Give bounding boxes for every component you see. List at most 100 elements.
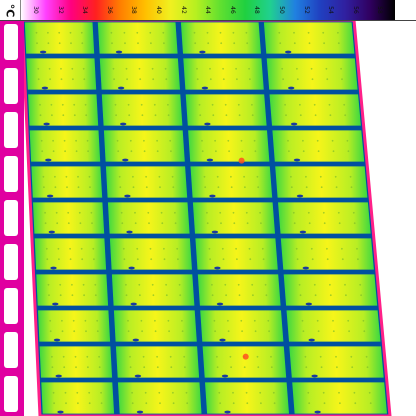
- contact-dot: [245, 211, 248, 214]
- contact-dot: [288, 150, 290, 153]
- contact-dot: [60, 78, 63, 81]
- contact-dot: [323, 42, 325, 45]
- mounting-spot: [126, 230, 133, 234]
- contact-dot: [237, 283, 240, 286]
- contact-dot: [172, 186, 175, 189]
- contact-dot: [35, 31, 38, 34]
- contact-dot: [98, 355, 100, 358]
- solar-cell: [289, 346, 384, 378]
- contact-dot: [160, 211, 163, 214]
- contact-dot: [237, 103, 240, 106]
- contact-dot: [167, 103, 169, 106]
- contact-dot: [134, 222, 137, 225]
- mounting-spot: [305, 302, 312, 306]
- contact-dot: [178, 283, 181, 286]
- contact-dot: [319, 175, 322, 178]
- contact-dot: [249, 258, 252, 261]
- contact-dot: [245, 31, 248, 34]
- contact-dot: [85, 330, 87, 333]
- contact-dot: [310, 247, 313, 250]
- contact-dot: [131, 391, 134, 394]
- contact-dot: [127, 319, 129, 322]
- mounting-spot: [43, 122, 50, 126]
- contact-dot: [177, 258, 179, 261]
- contact-dot: [236, 78, 238, 81]
- contact-dot: [50, 103, 53, 106]
- contact-dot: [240, 139, 243, 142]
- contact-dot: [137, 42, 139, 45]
- contact-dot: [159, 402, 161, 405]
- contact-dot: [208, 247, 211, 250]
- contact-dot: [69, 258, 72, 261]
- contact-dot: [136, 258, 139, 261]
- contact-dot: [227, 319, 229, 322]
- contact-dot: [311, 258, 314, 261]
- contact-dot: [323, 402, 326, 405]
- contact-dot: [83, 78, 86, 81]
- contact-dot: [71, 283, 73, 286]
- contact-dot: [67, 211, 70, 214]
- contact-dot: [183, 355, 186, 358]
- contact-dot: [246, 42, 249, 45]
- contact-dot: [72, 319, 75, 322]
- contact-dot: [329, 283, 331, 286]
- contact-dot: [156, 355, 159, 358]
- contact-dot: [48, 67, 51, 70]
- palette-tick-label: 58: [376, 6, 384, 14]
- contact-dot: [145, 186, 148, 189]
- contact-dot: [71, 67, 74, 70]
- contact-dot: [344, 114, 347, 117]
- contact-dot: [296, 78, 299, 81]
- edge-block: [4, 112, 18, 148]
- contact-dot: [119, 186, 122, 189]
- contact-dot: [150, 258, 153, 261]
- contact-dot: [139, 294, 141, 297]
- solar-cell: [24, 22, 95, 54]
- contact-dot: [138, 67, 141, 70]
- contact-dot: [320, 366, 323, 369]
- contact-dot: [253, 319, 256, 322]
- contact-dot: [230, 366, 233, 369]
- solar-cell: [183, 58, 264, 90]
- solar-cell: [113, 310, 197, 342]
- contact-dot: [51, 355, 53, 358]
- contact-dot: [222, 258, 225, 261]
- contact-dot: [72, 78, 74, 81]
- contact-dot: [85, 114, 88, 117]
- mounting-spot: [216, 302, 224, 306]
- contact-dot: [253, 139, 256, 142]
- contact-dot: [127, 103, 130, 106]
- contact-dot: [225, 294, 228, 297]
- contact-dot: [322, 211, 325, 214]
- contact-dot: [96, 319, 99, 322]
- contact-dot: [356, 247, 358, 250]
- edge-block: [4, 244, 18, 280]
- contact-dot: [341, 247, 343, 250]
- contact-dot: [233, 42, 236, 45]
- contact-dot: [52, 139, 54, 142]
- mounting-spot: [117, 86, 125, 90]
- contact-dot: [246, 222, 249, 225]
- contact-dot: [198, 103, 201, 106]
- contact-dot: [215, 150, 217, 153]
- contact-dot: [216, 366, 219, 369]
- contact-dot: [228, 150, 231, 153]
- contact-dot: [80, 31, 83, 34]
- contact-dot: [204, 186, 207, 189]
- contact-dot: [77, 186, 80, 189]
- contact-dot: [64, 150, 66, 153]
- contact-dot: [167, 114, 170, 117]
- solar-cell: [188, 130, 270, 162]
- solar-cell: [31, 166, 103, 198]
- contact-dot: [165, 283, 168, 286]
- contact-dot: [222, 78, 225, 81]
- contact-dot: [357, 258, 359, 261]
- contact-dot: [42, 175, 45, 178]
- mounting-spot: [224, 410, 231, 414]
- contact-dot: [337, 31, 339, 34]
- contact-dot: [89, 186, 91, 189]
- contact-dot: [47, 31, 49, 34]
- palette-tick-label: 40: [155, 6, 162, 14]
- contact-dot: [308, 42, 311, 45]
- contact-dot: [314, 114, 317, 117]
